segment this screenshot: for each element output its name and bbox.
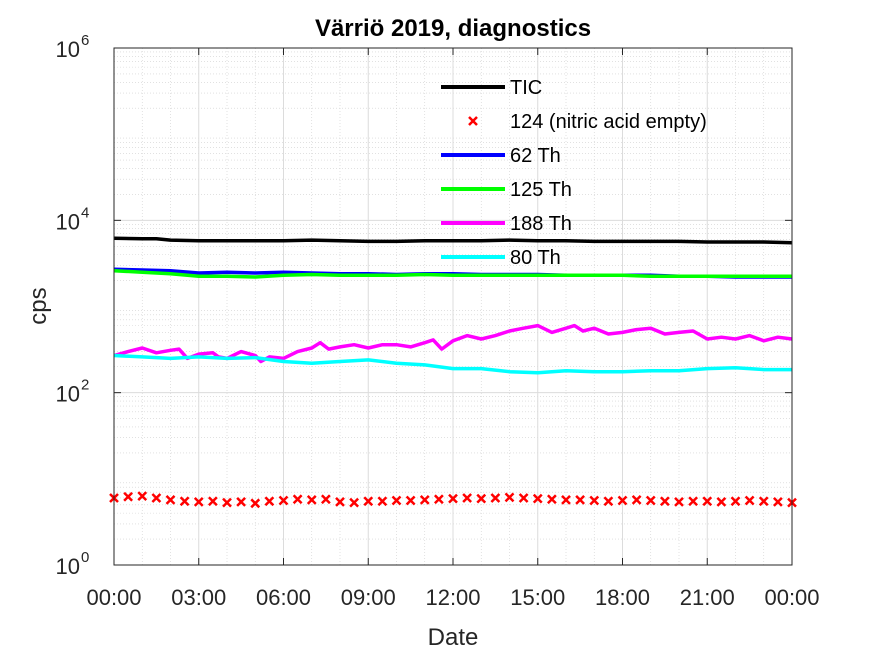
y-tick-exponent: 6 <box>81 32 89 49</box>
y-tick-exponent: 4 <box>81 204 89 221</box>
data-point <box>730 496 741 507</box>
data-point <box>645 495 656 506</box>
data-point <box>448 493 458 504</box>
data-point <box>405 495 416 506</box>
data-point <box>151 493 162 503</box>
data-point <box>772 497 783 507</box>
data-point <box>674 497 684 507</box>
data-point <box>391 495 402 506</box>
y-tick-label: 10 2 <box>56 377 90 407</box>
series-line-125-th <box>113 268 792 279</box>
data-point <box>250 498 261 509</box>
legend-label: 125 Th <box>510 179 572 201</box>
data-point <box>207 496 218 507</box>
data-point <box>264 496 275 507</box>
legend-item-80-th: 80 Th <box>441 247 561 269</box>
data-point <box>278 495 289 506</box>
x-tick-label: 12:00 <box>425 585 480 610</box>
data-point <box>377 496 388 507</box>
legend-label: TIC <box>510 77 542 99</box>
series-line-tic <box>113 236 793 245</box>
x-tick-label: 18:00 <box>595 585 650 610</box>
data-point <box>179 496 190 507</box>
data-point <box>476 493 487 504</box>
legend-item-124-nitric-acid-empty: 124 (nitric acid empty) <box>468 111 707 133</box>
y-tick-exponent: 0 <box>81 549 89 566</box>
y-tick-label: 10 4 <box>56 204 90 234</box>
x-tick-label: 00:00 <box>764 585 819 610</box>
y-tick-base: 10 <box>56 554 80 579</box>
legend-item-62-th: 62 Th <box>441 145 561 167</box>
data-point <box>589 495 600 506</box>
x-tick-label: 03:00 <box>171 585 226 610</box>
x-axis-label: Date <box>428 624 479 651</box>
legend-label: 124 (nitric acid empty) <box>510 111 707 133</box>
data-point <box>631 494 642 505</box>
data-point <box>702 496 713 507</box>
data-point <box>716 497 727 507</box>
data-point <box>165 494 176 505</box>
data-point <box>462 493 473 503</box>
data-point <box>659 496 670 507</box>
data-point <box>603 496 614 507</box>
data-point <box>744 495 755 506</box>
legend-item-125-th: 125 Th <box>441 179 572 201</box>
data-point <box>363 496 374 507</box>
axis-ticks: 00:00 03:00 06:00 09:00 12:00 15:00 18:00 21:00… <box>56 32 820 610</box>
data-point <box>349 497 360 508</box>
y-tick-base: 10 <box>56 37 80 62</box>
legend-marker <box>468 116 478 126</box>
legend-item-tic: TIC <box>441 77 542 99</box>
data-point <box>575 494 586 505</box>
legend: TIC 124 (nitric acid empty) 62 Th 125 Th 188… <box>441 77 707 269</box>
series-124-nitric-acid-empty <box>109 491 797 509</box>
legend-label: 188 Th <box>510 213 572 235</box>
data-point <box>688 496 699 507</box>
y-tick-label: 10 6 <box>56 32 90 62</box>
data-point <box>236 497 247 507</box>
y-tick-label: 10 0 <box>56 549 90 579</box>
data-point <box>561 494 571 505</box>
data-point <box>306 494 317 505</box>
data-point <box>758 496 769 507</box>
data-point <box>617 495 628 506</box>
x-tick-label: 21:00 <box>680 585 735 610</box>
y-tick-base: 10 <box>56 209 80 234</box>
series-layer <box>109 236 797 509</box>
data-point <box>123 491 134 502</box>
data-point <box>546 494 557 505</box>
chart-title: Värriö 2019, diagnostics <box>315 15 591 42</box>
data-point <box>320 494 331 505</box>
x-tick-label: 06:00 <box>256 585 311 610</box>
data-point <box>433 494 444 505</box>
legend-label: 80 Th <box>510 247 561 269</box>
x-tick-label: 00:00 <box>86 585 141 610</box>
data-point <box>532 493 543 504</box>
data-point <box>137 491 148 502</box>
y-tick-base: 10 <box>56 382 80 407</box>
data-point <box>490 493 501 503</box>
data-point <box>518 493 529 503</box>
data-point <box>419 494 430 505</box>
x-tick-label: 09:00 <box>341 585 396 610</box>
data-point <box>222 497 232 508</box>
series-line-80-th <box>113 353 792 375</box>
legend-label: 62 Th <box>510 145 561 167</box>
y-axis-label: cps <box>25 287 52 324</box>
data-point <box>504 492 515 503</box>
x-tick-label: 15:00 <box>510 585 565 610</box>
data-point <box>292 494 303 505</box>
data-point <box>335 497 345 507</box>
data-point <box>193 497 204 507</box>
legend-item-188-th: 188 Th <box>441 213 572 235</box>
y-tick-exponent: 2 <box>81 377 89 394</box>
